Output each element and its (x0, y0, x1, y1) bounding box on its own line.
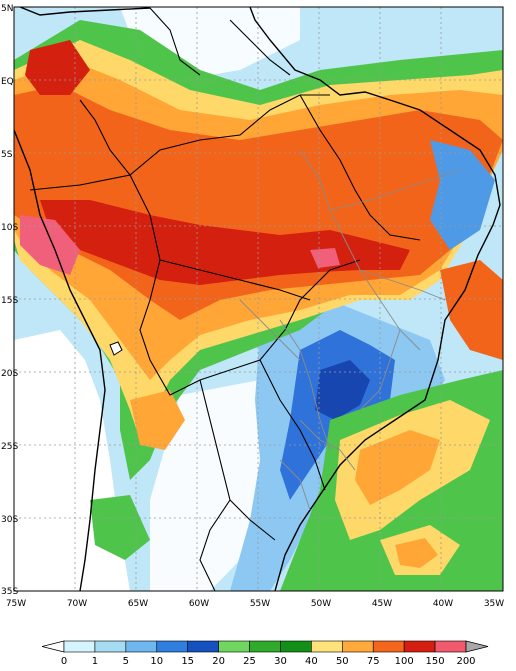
lake-titicaca (109, 341, 123, 356)
colorbar-label: 30 (274, 656, 287, 667)
colorbar-swatch (434, 640, 467, 653)
precip-field-orange-southeast (395, 538, 438, 568)
colorbar-swatch (63, 640, 96, 653)
map-frame (13, 6, 504, 592)
map-panel (14, 7, 503, 591)
colorbar-swatch (311, 640, 343, 653)
colorbar-label: 200 (456, 656, 475, 667)
colorbar-label: 20 (212, 656, 225, 667)
lat-label: 20S (1, 369, 18, 379)
colorbar-swatch (125, 640, 158, 653)
colorbar-swatch (372, 640, 405, 653)
colorbar-lower-triangle (41, 640, 65, 653)
lat-label: 15S (1, 296, 18, 306)
graticule (14, 7, 503, 591)
lat-label: 30S (1, 515, 18, 525)
precip-field-orange-east-coast (440, 260, 503, 360)
south-america-coastline (249, 7, 501, 591)
caribbean-coastline (19, 7, 151, 16)
precip-field-pink-west (20, 215, 80, 275)
lat-label: 5S (1, 150, 13, 160)
lon-label: 45W (372, 599, 392, 609)
colorbar-swatch (187, 640, 219, 653)
precip-field-orange-south (355, 430, 440, 505)
colorbar-label: 5 (123, 656, 129, 667)
precip-field-navy-core (315, 360, 370, 420)
lat-label: EQ (1, 77, 14, 87)
precip-field-orange-paraguay (130, 390, 185, 450)
precip-field-blue-northeast (430, 140, 495, 250)
colorbar-label: 15 (181, 656, 194, 667)
colorbar-swatch (94, 640, 127, 653)
precip-field-red-north (25, 40, 90, 95)
country-borders (29, 7, 421, 591)
colorbar-swatch (218, 640, 250, 653)
lat-label: 35S (1, 587, 18, 597)
lon-label: 40W (433, 599, 453, 609)
colorbar-swatch (156, 640, 188, 653)
colorbar-label: 10 (150, 656, 163, 667)
colorbar-label: 25 (243, 656, 256, 667)
lat-label: 5N (1, 4, 13, 14)
lon-label: 65W (128, 599, 148, 609)
precip-field-green-southwest (90, 495, 150, 560)
lon-label: 55W (250, 599, 270, 609)
longitude-labels: 75W 70W 65W 60W 55W 50W 45W 40W 35W (6, 599, 504, 609)
coastlines (14, 7, 501, 591)
lon-label: 70W (67, 599, 87, 609)
colorbar-label: 100 (395, 656, 414, 667)
lon-label: 50W (311, 599, 331, 609)
colorbar-label: 1 (92, 656, 98, 667)
state-borders (239, 149, 461, 511)
colorbar-label: 0 (61, 656, 67, 667)
lon-label: 75W (6, 599, 26, 609)
lon-label: 60W (189, 599, 209, 609)
colorbar: 0 1 5 10 15 20 25 30 40 50 75 100 150 200 (41, 640, 489, 667)
lat-label: 25S (1, 442, 18, 452)
colorbar-swatch (342, 640, 374, 653)
colorbar-upper-triangle (465, 640, 489, 653)
colorbar-swatch (249, 640, 281, 653)
colorbar-label: 50 (336, 656, 349, 667)
precip-field-pink-center (310, 248, 340, 268)
colorbar-label: 75 (367, 656, 380, 667)
lon-label: 35W (484, 599, 504, 609)
colorbar-swatch (403, 640, 436, 653)
colorbar-swatch (280, 640, 312, 653)
latitude-labels: 5N EQ 5S 10S 15S 20S 25S 30S 35S (1, 4, 18, 597)
colorbar-label: 150 (426, 656, 445, 667)
colorbar-label: 40 (305, 656, 318, 667)
lat-label: 10S (1, 223, 18, 233)
pacific-coastline (14, 129, 106, 591)
